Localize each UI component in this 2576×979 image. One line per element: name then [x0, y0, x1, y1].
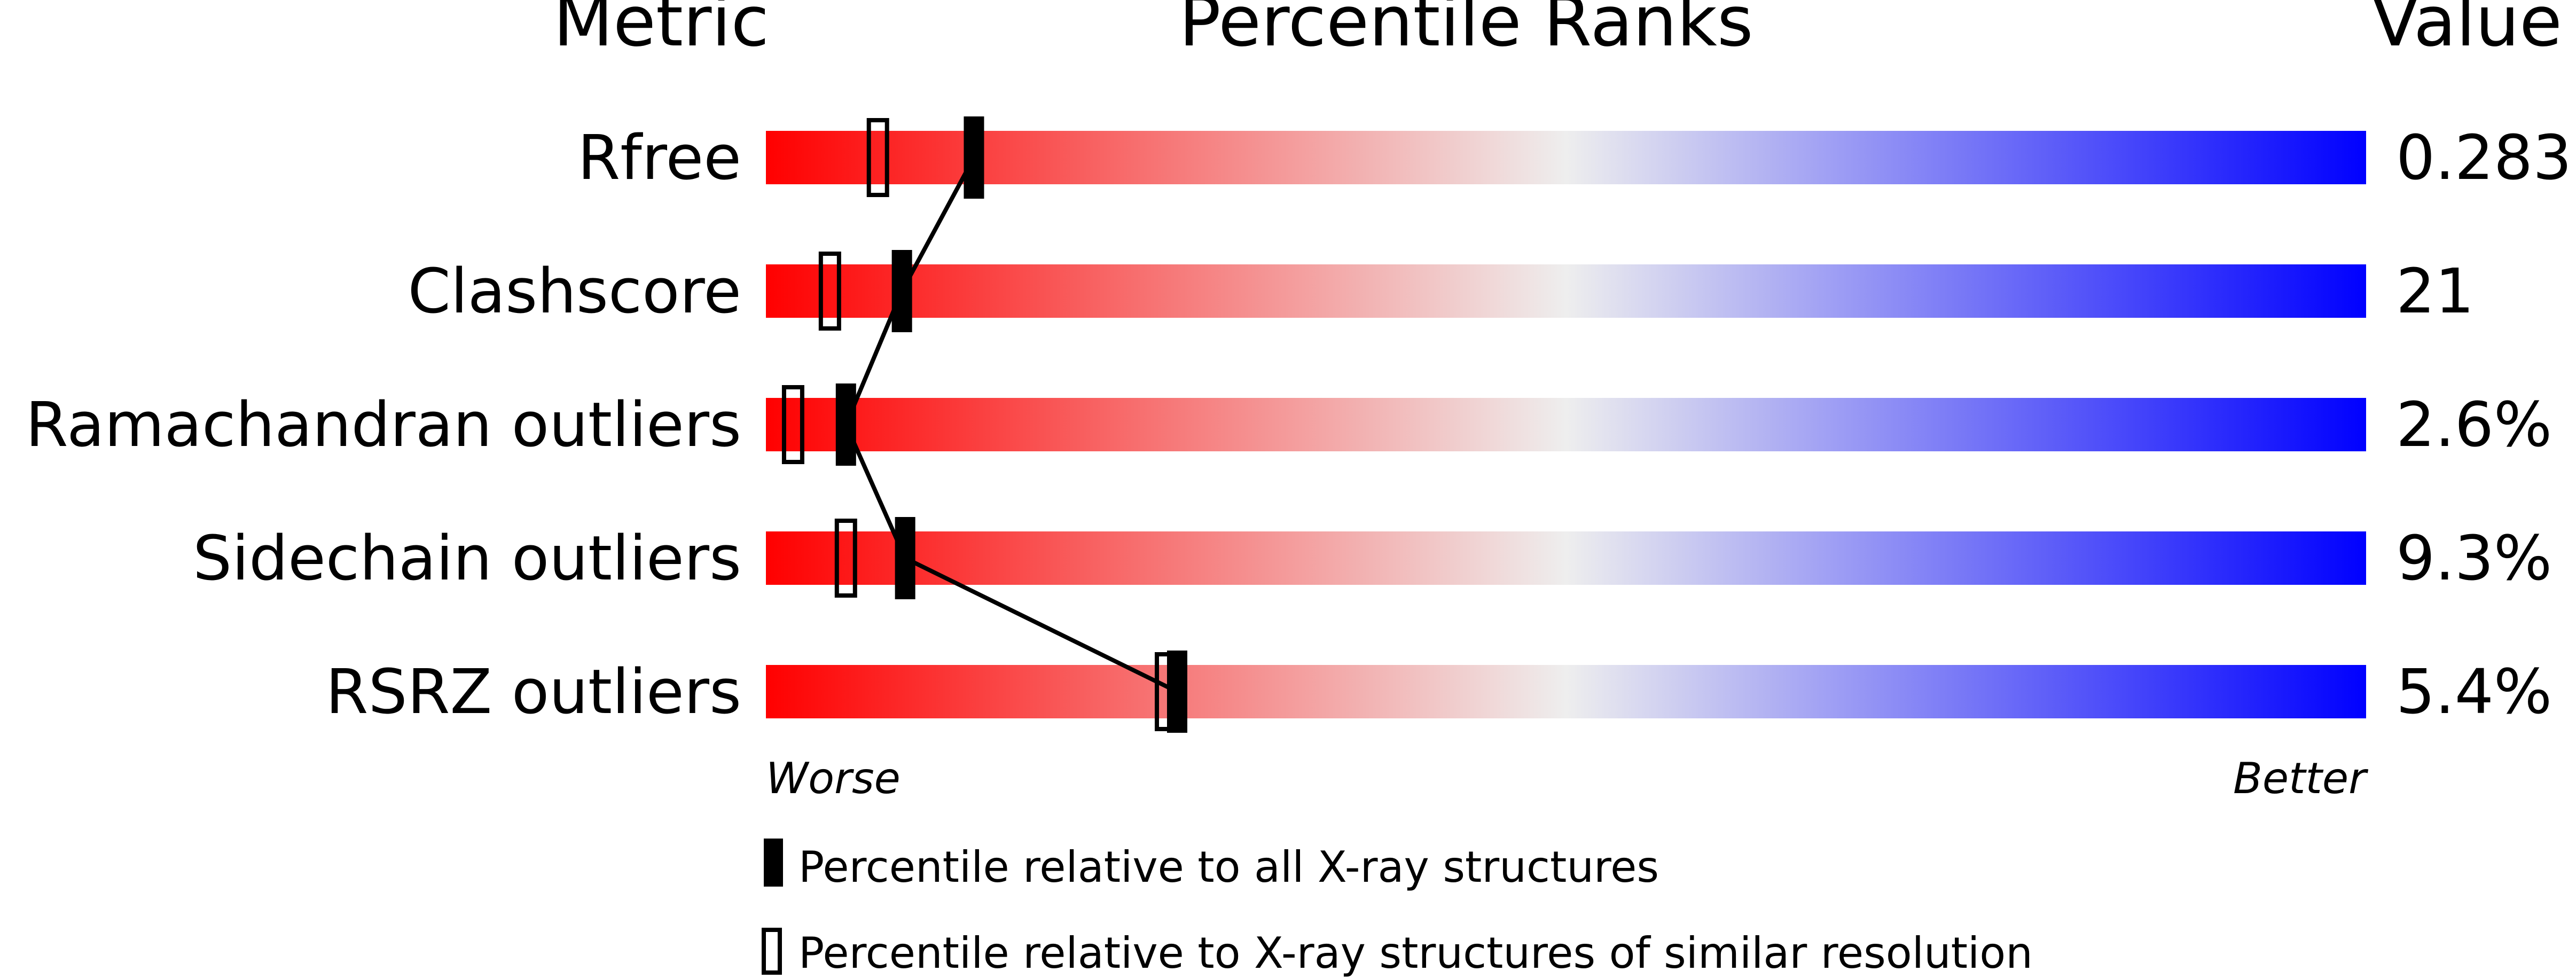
- metric-value-ramachandran-outliers: 2.6%: [2396, 389, 2552, 461]
- metric-value-clashscore: 21: [2396, 256, 2474, 327]
- marker-all-sidechain-outliers: [895, 517, 915, 599]
- legend-filled-text: Percentile relative to all X-ray structu…: [798, 842, 1659, 892]
- marker-all-rfree: [964, 116, 984, 199]
- metric-label-rsrz-outliers: RSRZ outliers: [326, 656, 741, 728]
- percentile-markers: [781, 116, 1187, 733]
- marker-similar-rfree: [866, 118, 889, 197]
- marker-similar-ramachandran-outliers: [781, 385, 804, 464]
- metric-value-rsrz-outliers: 5.4%: [2396, 656, 2552, 728]
- marker-all-ramachandran-outliers: [835, 383, 856, 466]
- value-header: Value: [2371, 0, 2562, 62]
- better-label: Better: [2233, 754, 2369, 803]
- metric-rows: Rfree 0.283 Clashscore 21 Ramachandran outli…: [26, 122, 2572, 728]
- metric-label-ramachandran-outliers: Ramachandran outliers: [26, 389, 741, 461]
- metric-label-clashscore: Clashscore: [408, 256, 741, 327]
- legend-filled-marker: [764, 839, 783, 887]
- marker-similar-clashscore: [818, 252, 841, 331]
- legend-open-text: Percentile relative to X-ray structures …: [798, 928, 2033, 978]
- percentile-bar-clashscore: [766, 264, 2366, 318]
- worse-label: Worse: [766, 754, 901, 803]
- marker-all-clashscore: [891, 250, 912, 332]
- percentile-bar-sidechain-outliers: [766, 531, 2366, 585]
- metric-label-rfree: Rfree: [577, 122, 741, 194]
- metric-label-sidechain-outliers: Sidechain outliers: [193, 523, 741, 594]
- marker-similar-sidechain-outliers: [834, 519, 857, 598]
- metric-value-rfree: 0.283: [2396, 122, 2572, 194]
- legend: Percentile relative to all X-ray structu…: [762, 839, 2033, 978]
- percentile-bar-rfree: [766, 131, 2366, 184]
- metric-value-sidechain-outliers: 9.3%: [2396, 523, 2552, 594]
- metric-header: Metric: [553, 0, 769, 62]
- legend-open-marker: [762, 928, 782, 975]
- percentile-bar-ramachandran-outliers: [766, 398, 2366, 451]
- percentile-bar-rsrz-outliers: [766, 665, 2366, 718]
- percentile-header: Percentile Ranks: [1179, 0, 1753, 62]
- marker-all-rsrz-outliers: [1166, 651, 1187, 733]
